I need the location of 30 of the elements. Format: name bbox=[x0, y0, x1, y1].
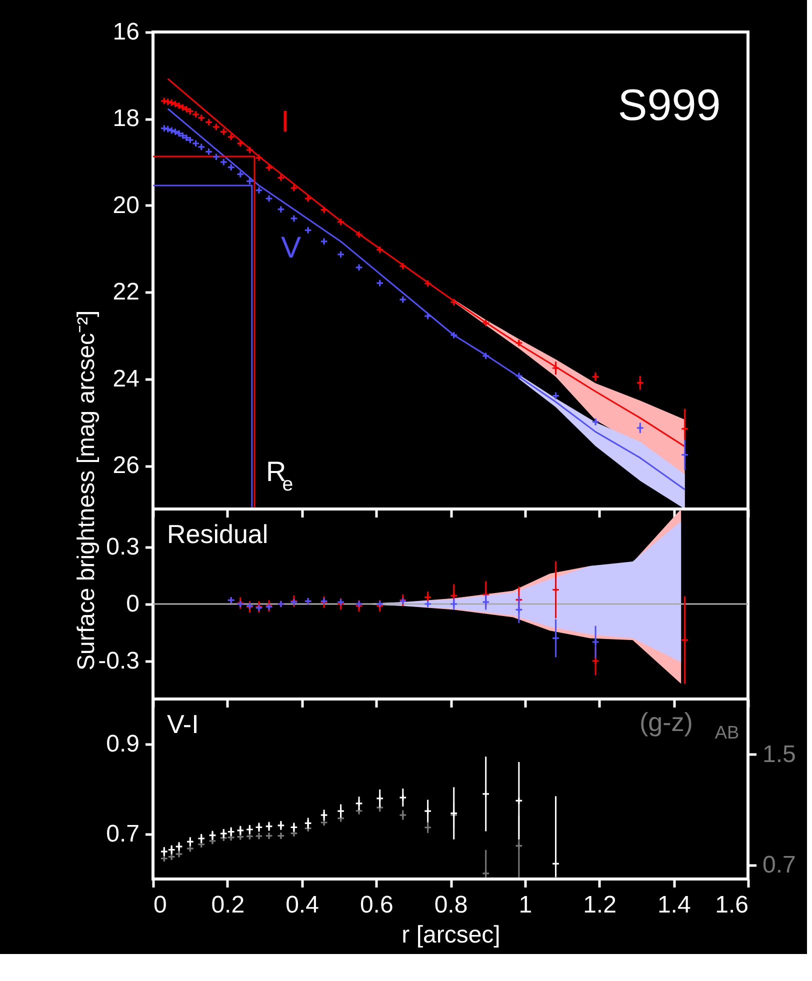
y-tick-label: 0 bbox=[126, 590, 140, 618]
x-tick-label: 0.4 bbox=[286, 892, 319, 918]
x-tick-label: 1.2 bbox=[583, 892, 616, 918]
annotation: V-I bbox=[167, 709, 199, 739]
y2-axis-title: (g-z)AB bbox=[639, 707, 740, 742]
series-label: V bbox=[281, 232, 302, 265]
annotation: Residual bbox=[167, 519, 268, 549]
x-tick-label: 0.2 bbox=[211, 892, 245, 918]
x-tick-label: 0.8 bbox=[434, 892, 468, 918]
y-axis-title: Surface brightness [mag arcsec⁻²] bbox=[72, 310, 100, 670]
x-tick-label: 1.4 bbox=[657, 892, 691, 918]
y-tick-label: 0.9 bbox=[106, 730, 140, 758]
y-tick-label: 26 bbox=[112, 452, 140, 480]
y-tick-label: 22 bbox=[112, 278, 140, 306]
series-label: I bbox=[281, 106, 290, 139]
x-tick-label: 0 bbox=[154, 892, 167, 918]
annotation: S999 bbox=[618, 81, 721, 130]
y-tick-label: 0.7 bbox=[106, 820, 140, 848]
y-tick-label: 18 bbox=[112, 105, 140, 132]
y2-tick-label: 0.7 bbox=[762, 852, 796, 879]
x-axis-title: r [arcsec] bbox=[402, 922, 500, 948]
x-tick-label: 1 bbox=[518, 892, 532, 918]
y-tick-label: -0.3 bbox=[98, 648, 140, 674]
x-tick-label: 0.6 bbox=[360, 892, 394, 918]
y-tick-label: 16 bbox=[112, 18, 140, 46]
y-tick-label: 20 bbox=[112, 192, 140, 219]
y-tick-label: 0.3 bbox=[106, 534, 140, 560]
y2-tick-label: 1.5 bbox=[762, 740, 796, 768]
y-tick-label: 24 bbox=[112, 365, 140, 392]
x-tick-label: 1.6 bbox=[715, 892, 748, 918]
